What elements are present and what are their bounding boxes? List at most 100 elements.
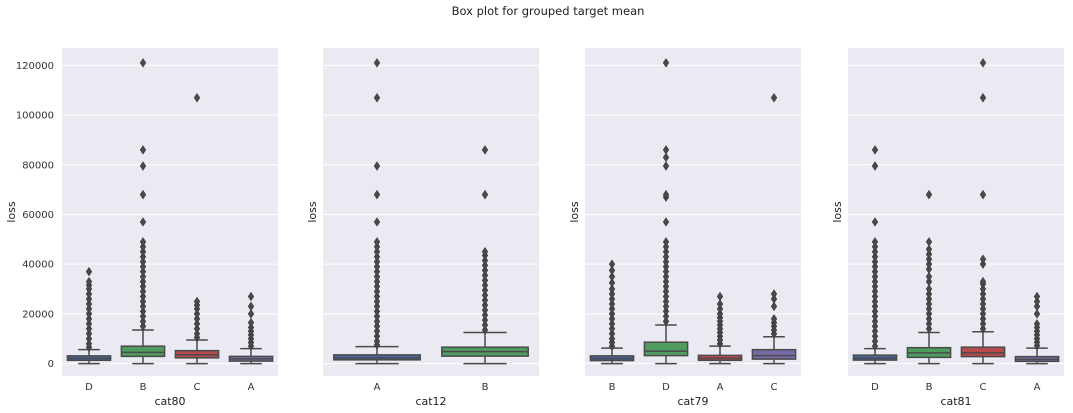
outlier-point xyxy=(85,299,93,309)
outlier-point xyxy=(85,314,93,324)
x-tick-label: B xyxy=(926,382,933,393)
outlier-point xyxy=(925,284,933,294)
outlier-point xyxy=(871,296,879,307)
panels-group: 0 20000 40000 60000 80000 100000 120000 loss D B C… xyxy=(5,48,1064,408)
outlier-point xyxy=(85,338,93,349)
outlier-point xyxy=(871,242,879,252)
x-tick-label: D xyxy=(662,382,670,393)
outlier-point xyxy=(871,311,879,322)
outlier-point xyxy=(373,336,381,346)
outlier-point xyxy=(871,217,879,227)
outlier-point xyxy=(139,237,147,247)
plot-area-cat12 xyxy=(323,48,539,376)
outlier-point xyxy=(139,217,147,227)
outlier-point xyxy=(373,256,381,267)
outlier-point xyxy=(979,304,987,314)
outlier-point xyxy=(662,189,670,200)
box-cat12-B xyxy=(441,145,529,365)
outlier-point xyxy=(871,276,879,287)
outlier-point xyxy=(608,324,616,334)
outlier-point xyxy=(979,309,987,319)
outlier-point xyxy=(1033,309,1041,319)
outlier-point xyxy=(481,260,489,271)
outlier-point xyxy=(925,254,933,264)
outlier-point xyxy=(373,286,381,297)
outlier-point xyxy=(481,315,489,325)
outlier-point xyxy=(871,247,879,257)
box-cat12-A xyxy=(333,58,421,365)
box-cat81-C xyxy=(960,58,1006,365)
outlier-point xyxy=(373,266,381,277)
outlier-point xyxy=(608,329,616,339)
outlier-point xyxy=(925,309,933,319)
outlier-point xyxy=(373,311,381,322)
outlier-point xyxy=(139,145,147,155)
outlier-point xyxy=(85,329,93,339)
outlier-point xyxy=(925,189,933,200)
box-cat81-A xyxy=(1014,291,1060,365)
outlier-point xyxy=(662,242,670,252)
outlier-point xyxy=(481,325,489,335)
outlier-point xyxy=(662,58,670,68)
outlier-point xyxy=(662,306,670,317)
outlier-point xyxy=(608,278,616,288)
outlier-point xyxy=(871,161,879,171)
outlier-point xyxy=(373,242,381,252)
outlier-point xyxy=(871,261,879,272)
x-tick-label: C xyxy=(194,382,201,393)
outlier-point xyxy=(139,266,147,277)
outlier-point xyxy=(979,319,987,329)
box-cat81-B xyxy=(906,189,952,365)
x-axis-label: cat81 xyxy=(940,395,971,408)
outlier-point xyxy=(193,309,201,319)
outlier-point xyxy=(608,259,616,269)
outlier-point xyxy=(139,291,147,302)
outlier-point xyxy=(871,306,879,317)
outlier-point xyxy=(1033,301,1041,312)
outlier-point xyxy=(662,161,670,171)
outlier-point xyxy=(925,249,933,259)
x-tick-label: B xyxy=(140,382,147,393)
outlier-point xyxy=(373,237,381,247)
outlier-point xyxy=(139,242,147,252)
box-iqr xyxy=(751,348,797,360)
outlier-point xyxy=(139,256,147,267)
x-tick-label: D xyxy=(871,382,879,393)
outlier-point xyxy=(85,324,93,334)
outlier-point xyxy=(373,247,381,257)
outlier-point xyxy=(979,324,987,334)
outlier-point xyxy=(871,281,879,292)
outlier-point xyxy=(716,291,724,302)
y-axis-label: loss xyxy=(568,201,581,223)
outlier-point xyxy=(871,286,879,297)
outlier-point xyxy=(481,285,489,296)
outlier-point xyxy=(85,319,93,329)
outlier-point xyxy=(373,321,381,332)
outlier-point xyxy=(608,319,616,329)
box-cat81-D xyxy=(852,145,898,365)
outlier-point xyxy=(871,341,879,351)
y-tick-label: 40000 xyxy=(22,260,54,271)
outlier-point xyxy=(373,326,381,337)
outlier-point xyxy=(871,291,879,302)
outlier-point xyxy=(662,276,670,287)
outlier-point xyxy=(247,291,255,302)
outlier-point xyxy=(193,319,201,329)
outlier-point xyxy=(481,305,489,315)
outlier-point xyxy=(608,314,616,324)
outlier-point xyxy=(662,301,670,312)
outlier-point xyxy=(662,271,670,282)
outlier-point xyxy=(481,145,489,155)
outlier-point xyxy=(608,304,616,314)
outlier-point xyxy=(662,145,670,155)
outlier-point xyxy=(925,289,933,299)
x-tick-label: C xyxy=(771,382,778,393)
outlier-point xyxy=(608,271,616,282)
outlier-point xyxy=(139,161,147,171)
outlier-point xyxy=(662,237,670,247)
outlier-point xyxy=(925,276,933,287)
outlier-point xyxy=(979,299,987,309)
outlier-point xyxy=(770,301,778,312)
box-cat79-A xyxy=(697,291,743,365)
